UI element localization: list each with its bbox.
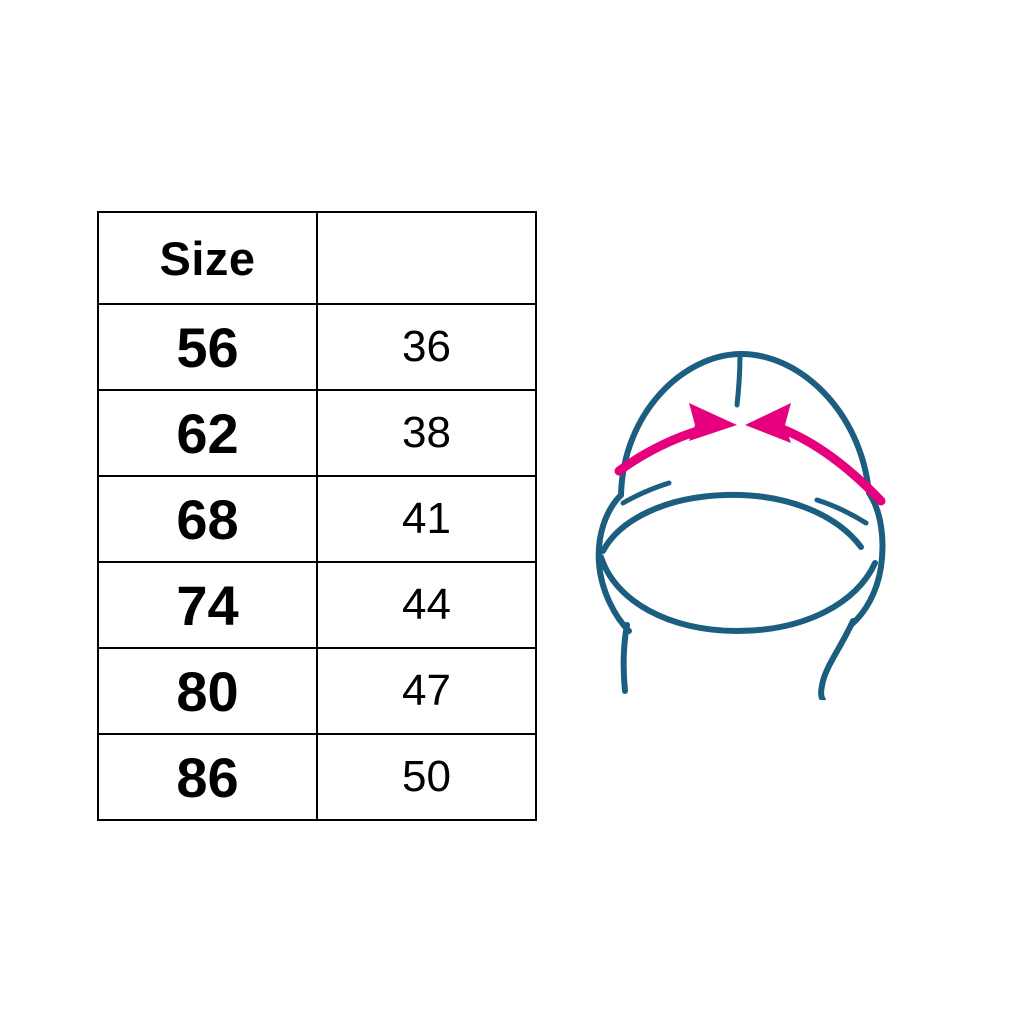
measure-arrow-left-head-icon xyxy=(689,403,737,441)
measurement-value: 41 xyxy=(316,475,537,563)
size-value: 68 xyxy=(97,475,318,563)
size-value: 56 xyxy=(97,303,318,391)
size-value: 74 xyxy=(97,561,318,649)
column-header-measurement xyxy=(316,211,537,305)
table-header-row: Size xyxy=(97,211,537,305)
right-stitch-mark-icon xyxy=(814,497,869,526)
measurement-value: 44 xyxy=(316,561,537,649)
table-row: 68 41 xyxy=(97,475,537,563)
left-tail-outline xyxy=(620,622,630,694)
size-table-head: Size xyxy=(97,211,537,305)
crown-seam-icon xyxy=(734,352,743,408)
brim-right-side-outline xyxy=(848,490,886,628)
measurement-value: 38 xyxy=(316,389,537,477)
left-stitch-mark-icon xyxy=(620,480,672,506)
table-row: 80 47 xyxy=(97,647,537,735)
brim-left-side-outline xyxy=(595,492,632,634)
size-table-container: Size 56 36 62 38 68 41 74 xyxy=(97,211,537,821)
hat-lower-bowl-outline xyxy=(598,554,878,635)
size-table-body: 56 36 62 38 68 41 74 44 80 47 xyxy=(97,303,537,821)
size-value: 86 xyxy=(97,733,318,821)
right-tail-outline xyxy=(818,618,856,700)
measurement-value: 47 xyxy=(316,647,537,735)
measurement-value: 36 xyxy=(316,303,537,391)
table-row: 74 44 xyxy=(97,561,537,649)
measurement-value: 50 xyxy=(316,733,537,821)
hat-dome-outline xyxy=(618,350,872,498)
size-value: 62 xyxy=(97,389,318,477)
measure-arrow-right-head-icon xyxy=(745,403,791,443)
hat-illustration-svg xyxy=(595,350,886,700)
size-value: 80 xyxy=(97,647,318,735)
table-row: 56 36 xyxy=(97,303,537,391)
column-header-size: Size xyxy=(97,211,318,305)
hat-brim-outline xyxy=(600,491,864,554)
hat-diagram-container xyxy=(585,325,915,700)
table-row: 62 38 xyxy=(97,389,537,477)
table-row: 86 50 xyxy=(97,733,537,821)
size-table: Size 56 36 62 38 68 41 74 xyxy=(97,211,537,821)
